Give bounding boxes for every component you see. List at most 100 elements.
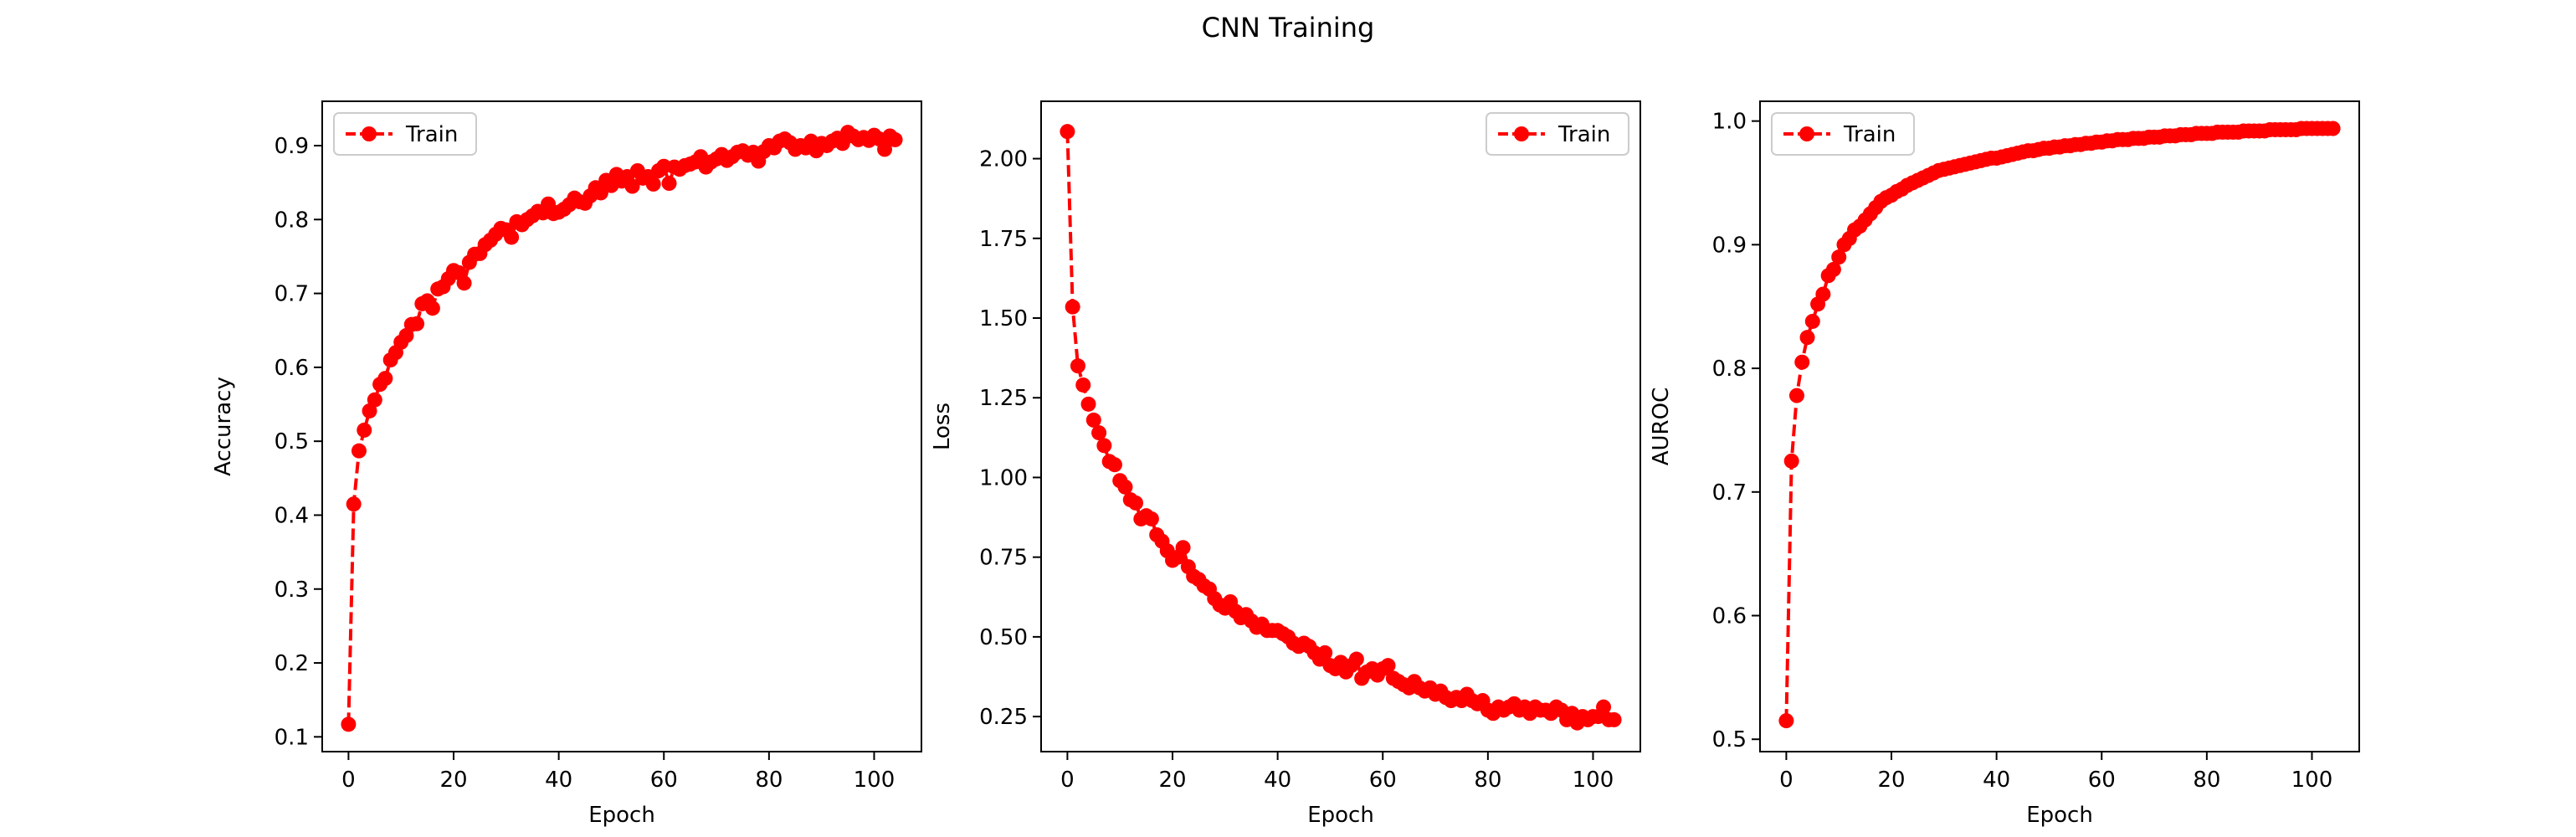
- legend-box: [1486, 112, 1629, 156]
- y-tick-label: 0.25: [979, 705, 1028, 730]
- x-tick-label: 40: [545, 768, 572, 793]
- x-tick-label: 100: [1573, 768, 1614, 793]
- y-tick-label: 0.5: [275, 429, 309, 454]
- data-point: [456, 275, 472, 291]
- y-tick-label: 0.75: [979, 546, 1028, 571]
- x-tick-label: 100: [854, 768, 895, 793]
- y-tick-label: 0.9: [1712, 233, 1747, 258]
- legend: Train: [1771, 112, 1915, 156]
- data-point: [377, 371, 393, 387]
- y-tick-label: 0.6: [275, 356, 309, 381]
- y-tick-label: 0.9: [275, 134, 309, 159]
- y-tick-label: 0.1: [275, 725, 309, 750]
- data-point: [1317, 644, 1333, 660]
- x-tick-label: 60: [2088, 768, 2116, 793]
- x-tick-label: 20: [1877, 768, 1905, 793]
- data-point: [1348, 651, 1364, 667]
- y-tick-label: 0.5: [1712, 727, 1747, 752]
- data-point: [1815, 286, 1831, 302]
- x-tick-label: 20: [1158, 768, 1186, 793]
- data-point: [504, 229, 520, 245]
- y-tick-label: 0.7: [1712, 480, 1747, 506]
- y-tick-label: 0.4: [275, 503, 309, 528]
- series-markers: [341, 125, 903, 732]
- data-point: [1825, 261, 1841, 277]
- y-tick-label: 0.3: [275, 578, 309, 603]
- data-point: [1085, 412, 1101, 428]
- chart-panel-3: 0 20 40 60 80 100 0.5 0.6 0.7 0.8 0.9 1.0 Epoch AUROC…: [1649, 100, 2360, 828]
- x-tick-label: 100: [2291, 768, 2333, 793]
- y-tick-label: 0.50: [979, 625, 1028, 650]
- y-tick-label: 0.2: [275, 651, 309, 676]
- data-point: [1091, 425, 1107, 441]
- legend-marker: [1514, 126, 1529, 141]
- data-point: [1117, 479, 1133, 495]
- data-point: [1080, 396, 1096, 412]
- data-point: [1596, 699, 1612, 715]
- x-axis-label: Epoch: [2026, 803, 2093, 828]
- x-tick-label: 60: [1369, 768, 1397, 793]
- y-tick-label: 0.6: [1712, 604, 1747, 629]
- data-point: [357, 422, 372, 438]
- legend-label: Train: [405, 122, 458, 147]
- data-point: [661, 176, 677, 192]
- chart-panel-1: 0 20 40 60 80 100 0.1 0.2 0.3 0.4 0.5 0.6 0.7 0.8 0.9 E…: [211, 100, 922, 828]
- y-tick-label: 2.00: [979, 147, 1028, 172]
- data-point: [1075, 377, 1091, 393]
- y-tick-label: 0.7: [275, 282, 309, 307]
- y-axis-label: Loss: [930, 403, 955, 450]
- legend: Train: [333, 112, 477, 156]
- figure-title: CNN Training: [1202, 12, 1375, 44]
- series-markers: [1060, 124, 1622, 731]
- y-tick-label: 1.0: [1712, 110, 1747, 135]
- x-tick-label: 0: [1060, 768, 1075, 793]
- axes-frame: [1759, 100, 2360, 752]
- data-point: [1804, 313, 1820, 329]
- data-point: [1143, 511, 1159, 526]
- legend: Train: [1486, 112, 1629, 156]
- x-tick-label: 40: [1264, 768, 1291, 793]
- data-point: [2325, 121, 2341, 136]
- x-axis-label: Epoch: [1307, 803, 1374, 828]
- data-point: [887, 131, 903, 147]
- legend-marker: [362, 126, 377, 141]
- data-point: [1065, 299, 1080, 315]
- data-point: [409, 316, 425, 331]
- x-tick-label: 0: [341, 768, 356, 793]
- data-point: [1778, 713, 1794, 729]
- x-tick-label: 20: [439, 768, 467, 793]
- axes-frame: [1040, 100, 1641, 752]
- data-point: [1380, 658, 1396, 674]
- data-point: [1788, 388, 1804, 403]
- data-point: [1783, 453, 1799, 469]
- data-point: [877, 141, 893, 157]
- data-point: [346, 496, 362, 512]
- y-tick-label: 0.8: [275, 208, 309, 233]
- x-axis-label: Epoch: [588, 803, 655, 828]
- data-point: [1070, 358, 1085, 374]
- data-point: [1096, 438, 1112, 454]
- series-markers: [1778, 121, 2341, 729]
- legend-label: Train: [1843, 122, 1896, 147]
- legend-box: [1771, 112, 1915, 156]
- data-point: [1831, 249, 1847, 265]
- chart-panels: 0 20 40 60 80 100 0.1 0.2 0.3 0.4 0.5 0.6 0.7 0.8 0.9 E…: [211, 100, 2360, 828]
- data-point: [1106, 457, 1122, 473]
- legend-box: [333, 112, 477, 156]
- x-tick-label: 60: [650, 768, 678, 793]
- data-point: [341, 716, 357, 732]
- y-tick-label: 1.50: [979, 306, 1028, 331]
- data-point: [624, 178, 640, 194]
- legend-marker: [1799, 126, 1814, 141]
- data-point: [351, 443, 367, 459]
- data-point: [645, 176, 661, 192]
- data-point: [367, 392, 382, 408]
- data-point: [593, 185, 608, 201]
- y-tick-label: 1.75: [979, 227, 1028, 252]
- legend-label: Train: [1557, 122, 1610, 147]
- data-point: [1175, 540, 1191, 556]
- y-tick-label: 0.8: [1712, 357, 1747, 382]
- x-tick-label: 0: [1779, 768, 1793, 793]
- data-point: [1606, 711, 1622, 727]
